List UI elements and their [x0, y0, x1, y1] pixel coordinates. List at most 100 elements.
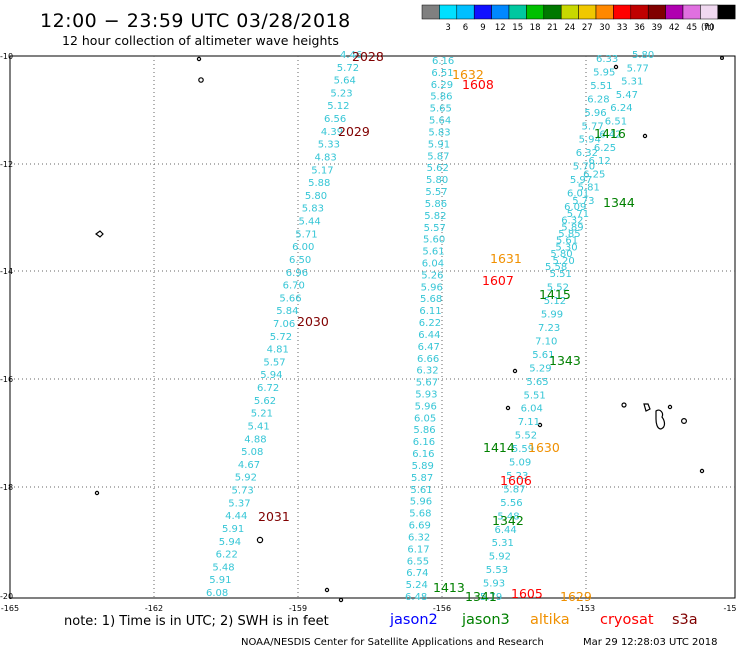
wave-height-value: 6.08	[206, 588, 228, 599]
wave-height-value: 5.62	[254, 396, 276, 407]
map-subtitle: 12 hour collection of altimeter wave hei…	[62, 33, 339, 48]
wave-height-value: 6.48	[405, 592, 427, 603]
colorbar-label: 6	[463, 23, 468, 33]
wave-height-value: 5.89	[561, 222, 583, 233]
wave-height-value: 5.61	[422, 247, 444, 258]
wave-height-value: 7.10	[535, 336, 557, 347]
wave-height-value: 5.31	[492, 538, 514, 549]
wave-height-value: 4.88	[244, 434, 266, 445]
wave-height-value: 6.25	[594, 143, 616, 154]
wave-height-value: 6.32	[561, 215, 583, 226]
wave-height-value: 5.08	[241, 447, 263, 458]
colorbar-swatch	[613, 4, 632, 20]
wave-height-value: 5.58	[545, 262, 567, 273]
wave-height-value: 5.47	[616, 90, 638, 101]
wave-height-value: 4.81	[267, 345, 289, 356]
credit-line: NOAA/NESDIS Center for Satellite Applica…	[241, 637, 544, 648]
latitude-tick-label: -10	[0, 52, 13, 61]
wave-height-value: 5.68	[420, 294, 442, 305]
wave-height-value: 5.77	[582, 121, 604, 132]
wave-height-value: 5.86	[425, 199, 447, 210]
wave-height-value: 5.23	[330, 88, 352, 99]
colorbar-label: 9	[480, 23, 485, 33]
wave-height-value: 5.91	[222, 524, 244, 535]
wave-height-value: 5.31	[621, 77, 643, 88]
colorbar-swatch	[543, 4, 562, 20]
wave-height-value: 6.29	[431, 80, 453, 91]
longitude-tick-label: -156	[433, 604, 451, 613]
wave-height-value: 6.12	[589, 156, 611, 167]
wave-height-value: 5.85	[558, 229, 580, 240]
wave-height-value: 5.59	[512, 444, 534, 455]
wave-height-value: 5.64	[334, 76, 356, 87]
latitude-tick-label: -18	[0, 483, 13, 492]
wave-height-value: 5.23	[506, 471, 528, 482]
wave-height-value: 5.44	[299, 217, 321, 228]
wave-height-value: 5.61	[410, 485, 432, 496]
latitude-tick-label: -14	[0, 267, 13, 276]
wave-height-value: 5.68	[409, 509, 431, 520]
colorbar-label: 33	[617, 23, 628, 33]
wave-height-value: 6.44	[418, 330, 440, 341]
pass-time-label: 2030	[297, 314, 329, 329]
wave-height-value: 5.92	[489, 552, 511, 563]
map-frame	[9, 55, 736, 599]
wave-height-value: 5.79	[480, 592, 502, 603]
wave-height-value: 5.88	[308, 178, 330, 189]
pass-time-label: 1414	[483, 440, 515, 455]
footer-note: note: 1) Time is in UTC; 2) SWH is in fe…	[64, 614, 329, 629]
colorbar-swatch	[508, 4, 527, 20]
wave-height-value: 6.11	[419, 306, 441, 317]
wave-height-value: 5.80	[305, 191, 327, 202]
wave-height-value: 6.74	[406, 568, 428, 579]
wave-height-value: 5.95	[593, 68, 615, 79]
longitude-tick-label: -159	[289, 604, 307, 613]
wave-height-value: 6.42	[599, 130, 621, 141]
wave-height-value: 4.67	[238, 460, 260, 471]
island-shape	[196, 56, 202, 62]
wave-height-value: 5.96	[421, 282, 443, 293]
island-shape	[642, 133, 648, 139]
colorbar-swatch	[717, 4, 736, 20]
pass-time-label: 1632	[452, 67, 484, 82]
island-outlines	[94, 55, 724, 603]
wave-height-value: 5.41	[248, 422, 270, 433]
colorbar-swatch	[526, 4, 545, 20]
colorbar-swatch	[700, 4, 719, 20]
pass-time-label: 1631	[490, 251, 522, 266]
island-shape	[95, 230, 104, 238]
island-shape	[655, 409, 666, 430]
wave-height-value: 5.29	[529, 363, 551, 374]
wave-height-value: 5.65	[430, 104, 452, 115]
wave-height-value: 5.52	[515, 431, 537, 442]
satellite-legend-altika: altika	[530, 612, 570, 628]
wave-height-value: 4.44	[225, 511, 247, 522]
wave-height-value: 5.51	[524, 390, 546, 401]
wave-height-value: 6.66	[417, 354, 439, 365]
wave-height-value: 6.09	[564, 202, 586, 213]
wave-height-value: 5.51	[550, 269, 572, 280]
wave-height-value: 6.32	[576, 148, 598, 159]
pass-time-label: 1343	[549, 353, 581, 368]
colorbar-unit: (ft)	[701, 23, 714, 33]
colorbar-label: 39	[651, 23, 662, 33]
wave-height-value: 6.16	[412, 449, 434, 460]
longitude-tick-label: -165	[1, 604, 19, 613]
wave-height-value: 4.46	[340, 50, 362, 61]
wave-height-value: 5.80	[632, 50, 654, 61]
wave-height-value: 6.72	[257, 383, 279, 394]
wave-height-value: 5.57	[263, 357, 285, 368]
generation-timestamp: Mar 29 12:28:03 UTC 2018	[583, 637, 718, 648]
pass-time-label: 1629	[560, 589, 592, 604]
pass-time-label: 1415	[539, 287, 571, 302]
island-shape	[699, 468, 705, 474]
wave-height-value: 6.01	[567, 189, 589, 200]
wave-height-value: 6.55	[407, 556, 429, 567]
wave-height-value: 6.51	[605, 116, 627, 127]
wave-height-value: 6.24	[610, 103, 632, 114]
island-shape	[512, 368, 518, 374]
wave-height-value: 6.51	[431, 68, 453, 79]
wave-height-value: 6.50	[289, 255, 311, 266]
island-shape	[621, 402, 627, 408]
pass-time-label: 1606	[500, 473, 532, 488]
